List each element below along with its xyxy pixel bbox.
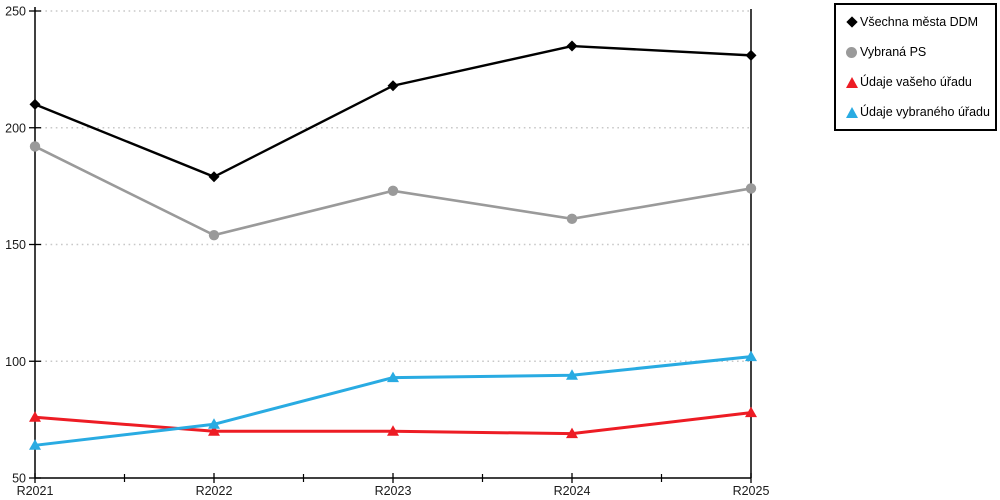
x-tick-label: R2021 [17,484,54,498]
data-point-diamond [566,40,578,52]
x-tick-label: R2023 [375,484,412,498]
legend-marker-box [843,106,860,118]
data-point-triangle [745,406,757,418]
data-point-triangle [566,427,578,439]
data-point-circle [208,229,220,241]
y-tick-label: 150 [5,238,26,252]
data-point-triangle [387,371,399,383]
legend-marker-box [843,76,860,88]
circle-marker-icon [846,46,857,58]
legend-label: Údaje vybraného úřadu [860,105,990,119]
data-point-circle [29,141,41,152]
legend-label: Vybraná PS [860,45,927,59]
data-point-triangle [29,411,41,422]
data-point-diamond [745,49,757,61]
data-point-triangle [745,350,757,362]
data-point-diamond [208,171,220,183]
y-tick-label: 250 [5,5,26,19]
legend: Všechna města DDM Vybraná PS Údaje vašeh… [834,3,997,131]
data-point-circle [745,183,757,194]
y-tick-label: 50 [12,472,26,486]
data-point-triangle [566,369,578,380]
y-tick-label: 100 [5,355,26,369]
triangle-blue-marker-icon [845,106,858,118]
legend-item-vsechna-mesta-ddm: Všechna města DDM [836,15,995,29]
legend-label: Všechna města DDM [860,15,979,29]
legend-marker-box [843,46,860,58]
triangle-red-marker-icon [845,76,858,88]
legend-marker-box [843,16,860,28]
diamond-marker-icon [845,16,858,28]
series-line-0 [34,44,752,179]
data-point-triangle [208,418,220,429]
data-point-circle [566,213,578,225]
data-point-circle [387,185,399,196]
x-tick-label: R2024 [554,484,591,498]
data-point-diamond [29,98,41,110]
x-tick-label: R2025 [733,484,770,498]
legend-item-vybrana-ps: Vybraná PS [836,45,995,59]
data-point-diamond [387,80,399,92]
x-tick-label: R2022 [196,484,233,498]
data-point-triangle [208,425,220,436]
legend-item-udaje-vybraneho-uradu: Údaje vybraného úřadu [836,105,995,119]
data-point-triangle [387,425,399,436]
data-point-triangle [29,439,41,450]
legend-label: Údaje vašeho úřadu [860,75,972,89]
legend-item-udaje-vaseho-uradu: Údaje vašeho úřadu [836,75,995,89]
y-tick-label: 200 [5,121,26,135]
